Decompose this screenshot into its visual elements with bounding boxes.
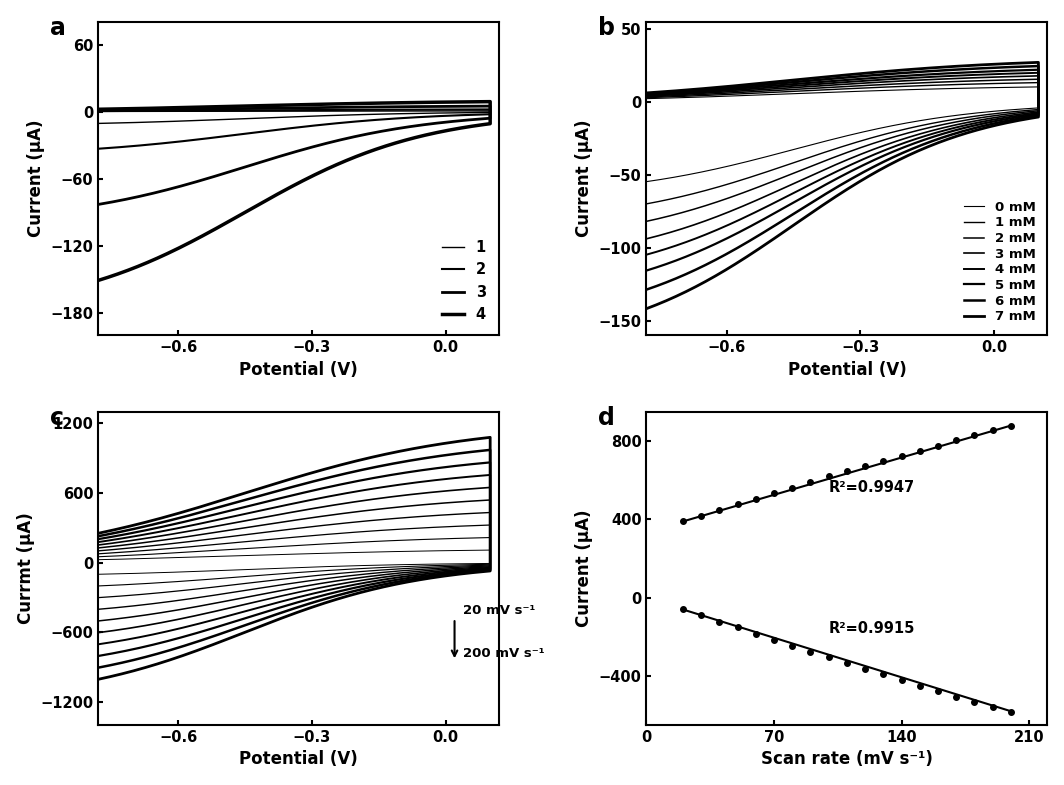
Y-axis label: Current (μA): Current (μA) <box>576 509 593 627</box>
Y-axis label: Current (μA): Current (μA) <box>27 120 45 237</box>
Y-axis label: Currmt (μA): Currmt (μA) <box>17 513 35 624</box>
Text: R²=0.9915: R²=0.9915 <box>829 621 915 636</box>
Text: a: a <box>50 16 66 40</box>
Y-axis label: Current (μA): Current (μA) <box>575 120 593 237</box>
X-axis label: Potential (V): Potential (V) <box>239 750 358 769</box>
Legend: 0 mM, 1 mM, 2 mM, 3 mM, 4 mM, 5 mM, 6 mM, 7 mM: 0 mM, 1 mM, 2 mM, 3 mM, 4 mM, 5 mM, 6 mM… <box>959 195 1041 329</box>
X-axis label: Potential (V): Potential (V) <box>787 360 907 378</box>
Text: R²=0.9947: R²=0.9947 <box>829 480 915 495</box>
Text: 200 mV s⁻¹: 200 mV s⁻¹ <box>464 647 545 659</box>
Text: d: d <box>598 406 615 429</box>
X-axis label: Potential (V): Potential (V) <box>239 360 358 378</box>
Text: b: b <box>598 16 615 40</box>
Legend: 1, 2, 3, 4: 1, 2, 3, 4 <box>436 235 492 328</box>
Text: 20 mV s⁻¹: 20 mV s⁻¹ <box>464 604 536 616</box>
X-axis label: Scan rate (mV s⁻¹): Scan rate (mV s⁻¹) <box>761 750 933 769</box>
Text: c: c <box>50 406 64 429</box>
